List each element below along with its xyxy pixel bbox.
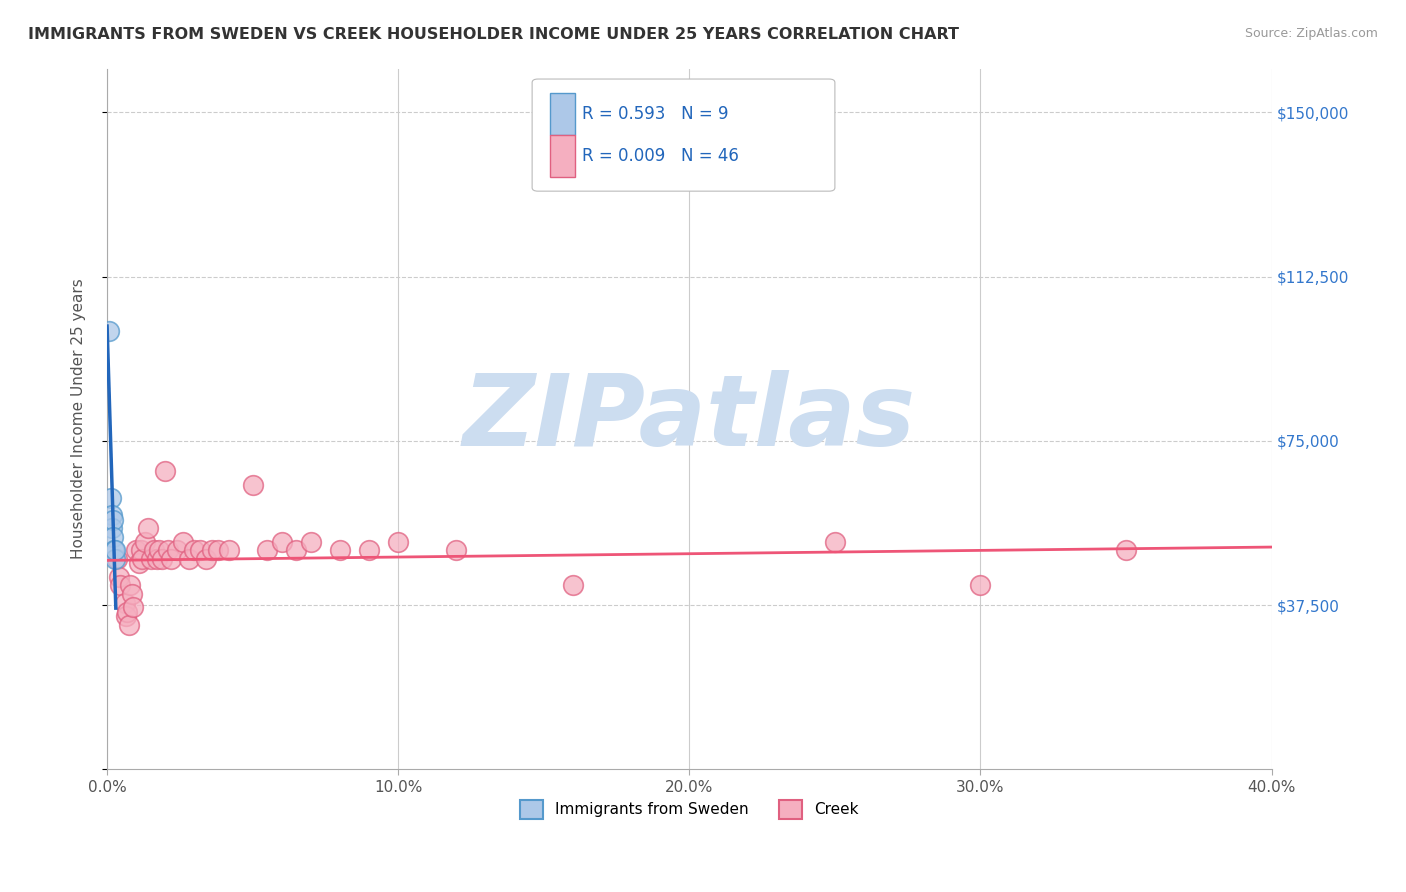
Text: ZIPatlas: ZIPatlas [463, 370, 915, 467]
Point [101, 521, 124, 535]
Point [131, 552, 153, 566]
Text: R = 0.593   N = 9: R = 0.593 N = 9 [582, 105, 728, 123]
Point [120, 578, 142, 592]
Point [824, 534, 846, 549]
Point [188, 543, 211, 558]
Point [172, 534, 194, 549]
Point [100, 508, 122, 523]
Point [148, 543, 170, 558]
Point [129, 543, 152, 558]
Point [98, 324, 121, 338]
Point [122, 600, 145, 615]
Point [177, 552, 200, 566]
Point [100, 491, 122, 505]
Point [446, 543, 468, 558]
Point [128, 557, 150, 571]
Point [201, 543, 224, 558]
Point [329, 543, 352, 558]
Point [107, 569, 129, 583]
FancyBboxPatch shape [531, 79, 835, 191]
Point [136, 521, 159, 535]
Point [104, 543, 127, 558]
Point [183, 543, 205, 558]
Point [561, 578, 583, 592]
Point [218, 543, 240, 558]
Point [387, 534, 409, 549]
Point [104, 552, 127, 566]
Point [207, 543, 229, 558]
Y-axis label: Householder Income Under 25 years: Householder Income Under 25 years [72, 278, 86, 559]
Text: Source: ZipAtlas.com: Source: ZipAtlas.com [1244, 27, 1378, 40]
Point [166, 543, 188, 558]
Text: R = 0.009   N = 46: R = 0.009 N = 46 [582, 147, 740, 165]
Point [105, 552, 128, 566]
Point [118, 617, 141, 632]
Point [108, 578, 131, 592]
Bar [550, 135, 575, 178]
Point [103, 543, 125, 558]
Point [157, 543, 180, 558]
Legend: Immigrants from Sweden, Creek: Immigrants from Sweden, Creek [513, 794, 865, 825]
Point [359, 543, 381, 558]
Point [117, 605, 139, 619]
Point [160, 552, 183, 566]
Point [125, 543, 148, 558]
Point [121, 587, 143, 601]
Point [150, 552, 173, 566]
Point [115, 609, 138, 624]
Point [155, 465, 177, 479]
Point [142, 543, 165, 558]
Point [103, 530, 125, 544]
Point [285, 543, 308, 558]
Bar [550, 93, 575, 135]
Point [139, 552, 162, 566]
Point [101, 513, 124, 527]
Point [145, 552, 167, 566]
Point [242, 477, 264, 491]
Point [256, 543, 278, 558]
Point [195, 552, 218, 566]
Point [299, 534, 322, 549]
Point [969, 578, 991, 592]
Point [134, 534, 156, 549]
Point [1115, 543, 1137, 558]
Point [270, 534, 292, 549]
Point [114, 596, 136, 610]
Text: IMMIGRANTS FROM SWEDEN VS CREEK HOUSEHOLDER INCOME UNDER 25 YEARS CORRELATION CH: IMMIGRANTS FROM SWEDEN VS CREEK HOUSEHOL… [28, 27, 959, 42]
